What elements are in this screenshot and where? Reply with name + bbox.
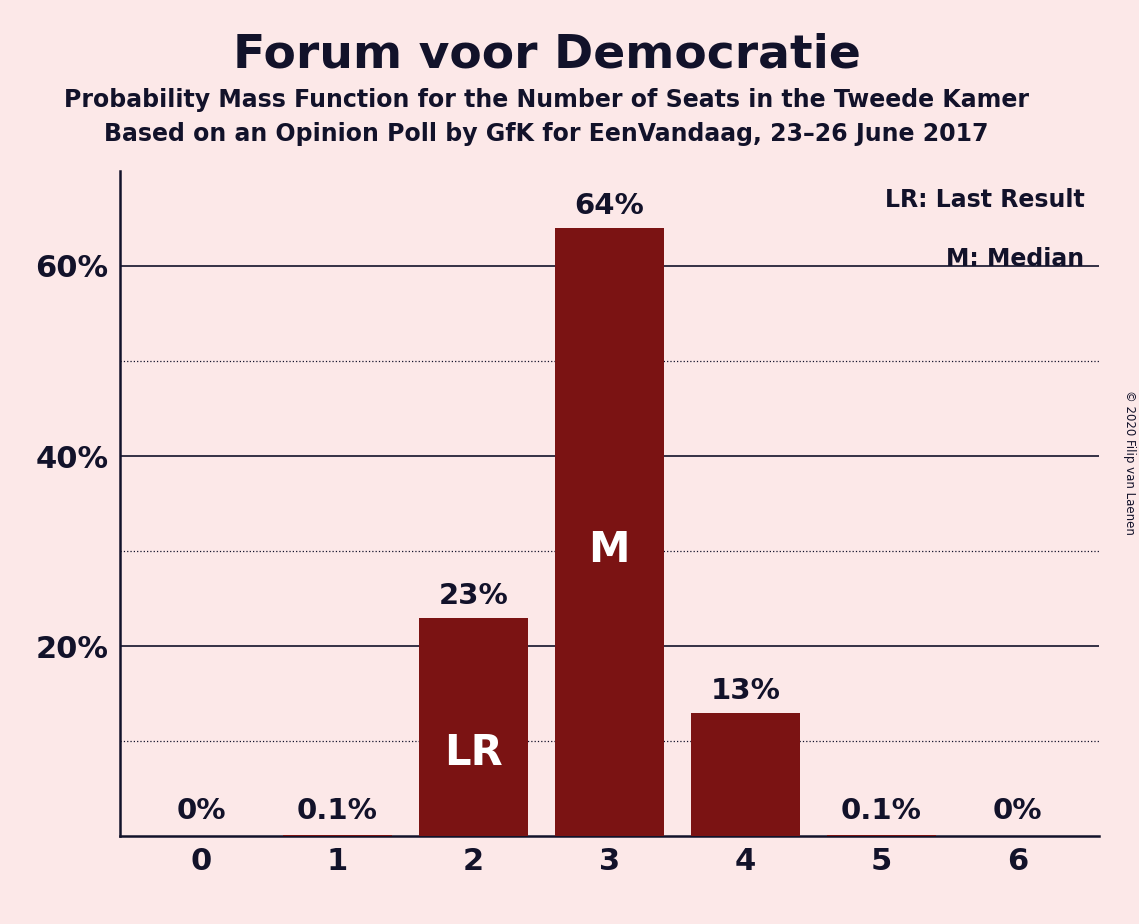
Text: 23%: 23% [439,582,508,610]
Text: LR: Last Result: LR: Last Result [885,188,1084,212]
Text: Forum voor Democratie: Forum voor Democratie [232,32,861,78]
Text: Based on an Opinion Poll by GfK for EenVandaag, 23–26 June 2017: Based on an Opinion Poll by GfK for EenV… [105,122,989,146]
Text: 13%: 13% [711,677,780,705]
Bar [691,712,800,836]
Text: M: Median: M: Median [947,248,1084,272]
Bar [282,835,392,836]
Bar [419,617,527,836]
Text: 0%: 0% [177,796,226,825]
Text: M: M [589,529,630,571]
Text: 0.1%: 0.1% [297,796,378,825]
Text: Probability Mass Function for the Number of Seats in the Tweede Kamer: Probability Mass Function for the Number… [64,88,1030,112]
Bar [555,228,664,836]
Text: © 2020 Filip van Laenen: © 2020 Filip van Laenen [1123,390,1137,534]
Bar [827,835,936,836]
Text: 0%: 0% [993,796,1042,825]
Text: LR: LR [444,732,502,774]
Text: 64%: 64% [574,192,645,220]
Text: 0.1%: 0.1% [841,796,921,825]
